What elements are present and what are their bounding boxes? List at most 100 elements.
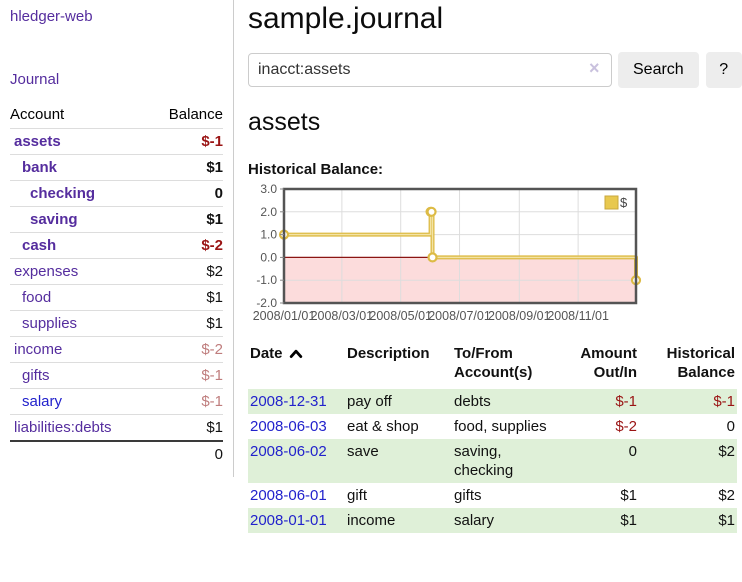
account-balance: $1 <box>148 206 223 233</box>
register-header-description: Description <box>347 345 430 362</box>
chart-border <box>282 187 638 305</box>
account-balance: $-2 <box>148 232 223 259</box>
transaction-description: eat & shop <box>347 418 419 435</box>
sort-ascending-icon <box>289 349 302 358</box>
accounts-header-account: Account <box>10 106 65 123</box>
y-tick-label: 0.0 <box>260 250 277 264</box>
account-balance: $1 <box>148 284 223 311</box>
account-row: income $-2 <box>10 336 223 363</box>
account-link[interactable]: expenses <box>14 263 79 280</box>
help-button[interactable]: ? <box>705 52 742 88</box>
x-tick-label: 2008/09/01 <box>488 309 551 323</box>
accounts-total-value: 0 <box>148 440 223 467</box>
transaction-balance: $2 <box>718 443 735 460</box>
transaction-description: save <box>347 443 379 460</box>
data-point-marker <box>426 206 437 217</box>
x-tick-label: 2008/11/01 <box>547 309 609 323</box>
account-title: assets <box>248 108 321 136</box>
account-balance: $1 <box>148 154 223 181</box>
account-row: expenses $2 <box>10 258 223 285</box>
y-tick-label: -1.0 <box>256 273 277 287</box>
account-link[interactable]: assets <box>14 133 61 150</box>
accounts-header-balance: Balance <box>168 106 223 123</box>
register-table: Date Description To/From Account(s) Amou… <box>248 342 737 533</box>
search-button[interactable]: Search <box>618 52 699 88</box>
account-link[interactable]: food <box>22 289 52 306</box>
register-row: 2008-12-31 pay off debts $-1 $-1 <box>248 389 737 414</box>
transaction-description: income <box>347 512 396 529</box>
account-link[interactable]: liabilities:debts <box>14 419 112 436</box>
account-balance: $-1 <box>148 388 223 415</box>
account-balance: 0 <box>148 180 223 207</box>
account-balance: $2 <box>148 258 223 285</box>
transaction-amount: $1 <box>620 487 637 504</box>
clear-search-icon[interactable]: × <box>589 58 600 78</box>
legend-label: $ <box>620 195 628 210</box>
account-balance: $-1 <box>148 128 223 155</box>
register-row: 2008-06-01 gift gifts $1 $2 <box>248 483 737 508</box>
transaction-date-link[interactable]: 2008-06-01 <box>250 487 327 504</box>
x-tick-label: 2008/01/01 <box>253 309 316 323</box>
app-title-link[interactable]: hledger-web <box>10 8 93 25</box>
transaction-date-link[interactable]: 2008-06-02 <box>250 443 327 460</box>
transaction-date-link[interactable]: 2008-06-03 <box>250 418 327 435</box>
account-row: liabilities:debts $1 <box>10 414 223 441</box>
chart-label: Historical Balance: <box>248 161 384 178</box>
sidebar-item-journal[interactable]: Journal <box>10 71 60 88</box>
register-header-row: Date Description To/From Account(s) Amou… <box>248 342 737 389</box>
transaction-amount: 0 <box>628 443 637 460</box>
account-link[interactable]: salary <box>22 393 63 410</box>
transaction-description: gift <box>347 487 368 504</box>
register-row: 2008-06-03 eat & shop food, supplies $-2 0 <box>248 414 737 439</box>
historical-balance-chart: 3.0 2.0 1.0 0.0 -1.0 -2.02008/01/012008/03/01… <box>253 182 642 323</box>
transaction-amount: $-1 <box>615 393 637 410</box>
legend-swatch <box>604 195 619 210</box>
transaction-balance: 0 <box>726 418 735 435</box>
x-tick-label: 2008/05/01 <box>369 309 432 323</box>
accounts-header-row: Account Balance <box>10 103 223 129</box>
account-row: supplies $1 <box>10 310 223 337</box>
account-balance: $1 <box>148 310 223 337</box>
account-link[interactable]: saving <box>30 211 78 228</box>
accounts-table-body: assets $-1 bank $1 checking 0 saving $1 cash $-2 e… <box>10 128 223 441</box>
x-tick-label: 2008/07/01 <box>428 309 491 323</box>
search-input[interactable] <box>248 53 612 87</box>
account-link[interactable]: bank <box>22 159 58 176</box>
register-header-amount: Amount Out/In <box>580 345 637 381</box>
transaction-date-link[interactable]: 2008-01-01 <box>250 512 327 529</box>
account-link[interactable]: gifts <box>22 367 50 384</box>
account-row: checking 0 <box>10 180 223 207</box>
register-table-body: 2008-12-31 pay off debts $-1 $-1 2008-06-03 ea… <box>248 389 737 533</box>
transaction-date-link[interactable]: 2008-12-31 <box>250 393 327 410</box>
account-row: bank $1 <box>10 154 223 181</box>
account-link[interactable]: supplies <box>22 315 78 332</box>
y-tick-label: 1.0 <box>260 228 277 242</box>
register-header-accounts: To/From Account(s) <box>454 345 533 381</box>
transaction-accounts: debts <box>454 393 491 410</box>
account-row: salary $-1 <box>10 388 223 415</box>
account-balance: $-2 <box>148 336 223 363</box>
register-row: 2008-01-01 income salary $1 $1 <box>248 508 737 533</box>
account-row: food $1 <box>10 284 223 311</box>
account-link[interactable]: income <box>14 341 63 358</box>
y-tick-label: 3.0 <box>260 182 277 196</box>
y-tick-label: -2.0 <box>256 296 277 310</box>
register-row: 2008-06-02 save saving, checking 0 $2 <box>248 439 737 483</box>
transaction-description: pay off <box>347 393 392 410</box>
transaction-accounts: food, supplies <box>454 418 547 435</box>
transaction-balance: $-1 <box>713 393 735 410</box>
account-link[interactable]: checking <box>30 185 96 202</box>
transaction-balance: $1 <box>718 512 735 529</box>
transaction-amount: $-2 <box>615 418 637 435</box>
account-balance: $1 <box>148 414 223 441</box>
sidebar: hledger-web Journal Account Balance asse… <box>0 0 234 477</box>
x-tick-label: 2008/03/01 <box>311 309 374 323</box>
data-point-marker <box>427 252 438 263</box>
account-link[interactable]: cash <box>22 237 57 254</box>
accounts-table: Account Balance assets $-1 bank $1 checking 0… <box>10 103 223 467</box>
search-form: × Search ? <box>248 52 742 88</box>
register-header-balance: Historical Balance <box>666 345 735 381</box>
page-title: sample.journal <box>248 2 444 35</box>
register-header-date[interactable]: Date <box>248 342 345 389</box>
account-balance: $-1 <box>148 362 223 389</box>
